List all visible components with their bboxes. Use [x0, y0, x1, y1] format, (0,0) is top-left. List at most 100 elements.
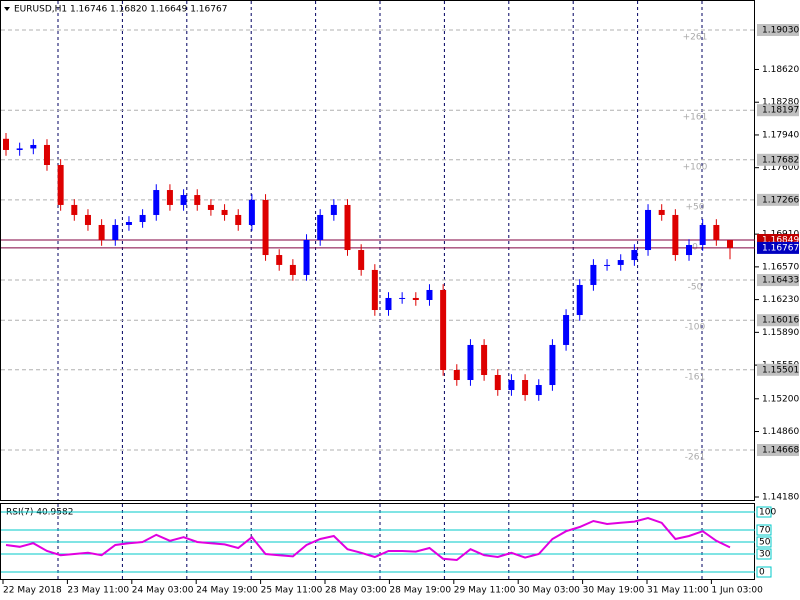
level-price-box [757, 193, 799, 206]
rsi-tick-box [756, 548, 772, 560]
price-tick-label: 1.16230 [762, 295, 799, 305]
time-label: 1 Jun 03:00 [711, 586, 763, 596]
candle-body [412, 297, 419, 300]
candle-body [699, 224, 706, 246]
time-label: 30 May 19:00 [583, 586, 645, 596]
rsi-tick-box [756, 506, 772, 518]
level-price-label: 1.17682 [762, 155, 799, 165]
price-tick-label: 1.18620 [762, 65, 799, 75]
rsi-tick-label: 30 [759, 550, 771, 560]
candle-body [672, 214, 679, 256]
rsi-tick-label: 0 [759, 568, 765, 578]
collapse-icon[interactable] [4, 7, 10, 11]
main-pane [0, 0, 755, 501]
price-tick-label: 1.17600 [762, 163, 799, 173]
candle-body [645, 209, 652, 251]
rsi-tick-label: 100 [759, 508, 776, 518]
time-label: 29 May 11:00 [454, 586, 516, 596]
level-price-label: 1.17266 [762, 195, 799, 205]
level-price-box [757, 363, 799, 376]
price-tick-label: 1.17940 [762, 130, 799, 140]
time-label: 24 May 19:00 [196, 586, 258, 596]
level-price-label: 1.19030 [762, 26, 799, 36]
candle-body [3, 138, 9, 150]
candle-body [713, 224, 720, 241]
rsi-tick-box [756, 536, 772, 548]
candle-body [16, 148, 23, 150]
candle-body [317, 214, 324, 241]
rsi-tick-label: 50 [759, 538, 771, 548]
level-price-label: 1.15501 [762, 365, 799, 375]
price-tick-label: 1.15890 [762, 328, 799, 338]
time-label: 30 May 03:00 [518, 586, 580, 596]
candle-body [508, 380, 515, 391]
price-tick-label: 1.14860 [762, 427, 799, 437]
candle-body [344, 204, 351, 251]
price-line-box [757, 241, 799, 254]
candle-body [289, 264, 296, 275]
candle-body [399, 297, 406, 299]
time-label: 25 May 11:00 [261, 586, 323, 596]
level-label: +50 [686, 202, 705, 212]
level-label: -50 [688, 283, 703, 293]
candle-body [139, 214, 146, 222]
candle-body [180, 195, 187, 205]
level-label: +100 [683, 162, 708, 172]
candle-body [112, 224, 119, 241]
level-price-label: 1.16016 [762, 316, 799, 326]
level-price-box [757, 24, 799, 36]
time-label: 28 May 19:00 [389, 586, 451, 596]
candle-body [440, 289, 447, 370]
candle-body [467, 344, 474, 381]
candle-body [330, 204, 337, 215]
price-tick-label: 1.16570 [762, 262, 799, 272]
candle-body [57, 164, 64, 205]
level-price-label: 1.16433 [762, 276, 799, 286]
candle-body [358, 250, 365, 270]
candle-body [303, 240, 310, 275]
time-label: 23 May 11:00 [67, 586, 129, 596]
price-line-label: 1.16849 [762, 236, 799, 246]
candle-body [576, 284, 583, 316]
candle-body [563, 315, 570, 345]
level-price-label: 1.14668 [762, 446, 799, 456]
candle-body [43, 144, 50, 165]
candle-body [194, 195, 201, 205]
candle-body [522, 380, 529, 396]
candle-body [426, 289, 433, 300]
candle-body [221, 209, 228, 215]
level-price-box [757, 444, 799, 457]
candle-body [631, 250, 638, 261]
candle-body [686, 245, 693, 256]
time-label: 24 May 03:00 [132, 586, 194, 596]
candle-body [590, 264, 597, 285]
candle-body [276, 255, 283, 265]
candle-body [235, 214, 242, 225]
level-price-label: 1.18197 [762, 106, 799, 116]
candle-body [166, 190, 173, 205]
candle-body [71, 204, 78, 215]
price-line-label: 1.16767 [762, 243, 799, 253]
time-label: 28 May 03:00 [325, 586, 387, 596]
candle-body [153, 190, 160, 215]
candle-body [262, 199, 269, 256]
candle-body [481, 344, 488, 376]
price-tick-label: 1.18280 [762, 98, 799, 108]
candle-body [727, 240, 733, 248]
candle-body [84, 214, 91, 225]
candle-body [617, 260, 624, 265]
level-price-box [757, 104, 799, 117]
price-tick-label: 1.14180 [762, 493, 799, 503]
time-label: 22 May 2018 [3, 586, 62, 596]
level-price-box [757, 274, 799, 287]
level-price-box [757, 153, 799, 166]
level-label: +261 [683, 33, 708, 43]
candle-body [453, 369, 460, 381]
candle-body [125, 221, 132, 225]
candle-body [658, 209, 665, 215]
candle-body [248, 199, 255, 225]
candle-body [604, 264, 611, 266]
level-label: -100 [685, 323, 706, 333]
candle-body [385, 297, 392, 311]
